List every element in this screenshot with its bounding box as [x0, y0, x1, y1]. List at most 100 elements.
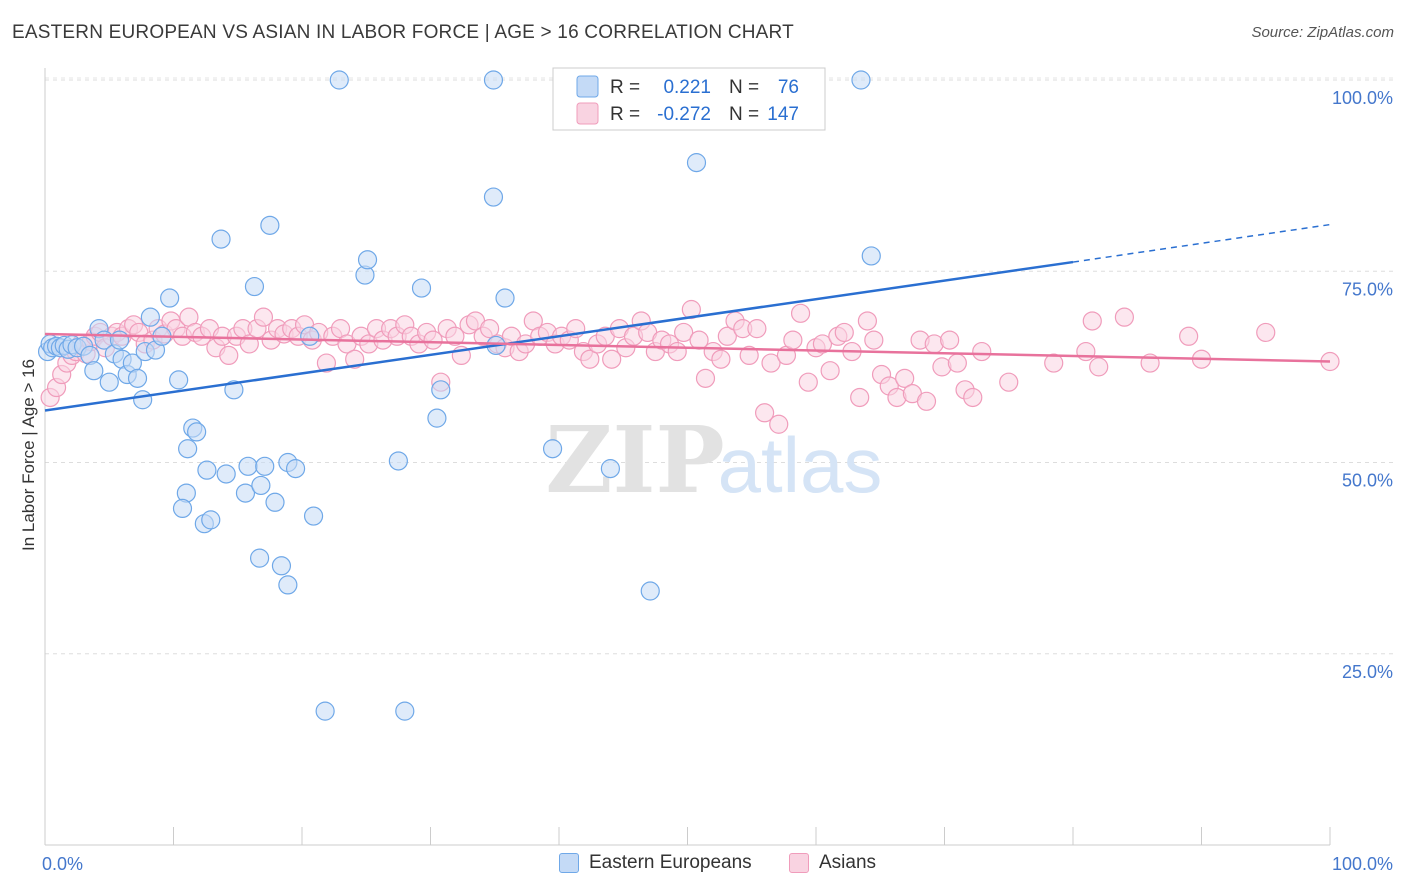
eastern-europeans-point-48 — [278, 575, 298, 595]
asians-point-82 — [580, 349, 600, 369]
x-tick-label-1: 100.0% — [1332, 854, 1393, 874]
asians-point-110 — [783, 330, 803, 350]
eastern-europeans-point-36 — [211, 229, 231, 249]
chart-title: EASTERN EUROPEAN VS ASIAN IN LABOR FORCE… — [12, 22, 794, 43]
watermark-atlas: atlas — [718, 421, 883, 509]
eastern-europeans-point-71 — [861, 246, 881, 266]
asians-point-108 — [769, 414, 789, 434]
trend-lines — [44, 223, 1331, 412]
asians-point-85 — [602, 349, 622, 369]
legend-r-label-1: R = — [610, 77, 640, 98]
eastern-europeans-point-56 — [357, 250, 378, 270]
eastern-europeans-point-66 — [542, 439, 563, 459]
eastern-europeans-point-43 — [251, 475, 271, 496]
eastern-europeans-trend-extension — [1072, 223, 1331, 263]
asians-point-105 — [747, 319, 767, 339]
legend-swatch-eastern-europeans — [559, 853, 579, 873]
y-tick-label-1: 50.0% — [1342, 471, 1393, 491]
eastern-europeans-point-21 — [133, 390, 153, 410]
asians-point-120 — [857, 311, 878, 331]
legend-label-asians: Asians — [819, 852, 877, 873]
watermark-zip: ZIP — [545, 406, 724, 514]
asians-point-143 — [1179, 326, 1199, 346]
eastern-europeans-point-67 — [600, 459, 621, 479]
asians-point-111 — [790, 303, 811, 323]
asians-point-137 — [1044, 353, 1064, 373]
eastern-europeans-point-27 — [169, 370, 189, 390]
eastern-europeans-point-35 — [201, 510, 221, 530]
eastern-europeans-point-11 — [84, 361, 104, 381]
eastern-europeans-point-39 — [235, 483, 256, 503]
eastern-europeans-point-30 — [172, 498, 193, 518]
eastern-europeans-point-51 — [300, 326, 320, 346]
legend-item-asians[interactable]: Asians — [789, 852, 876, 874]
eastern-europeans-point-46 — [265, 492, 285, 512]
asians-point-138 — [1076, 341, 1096, 362]
eastern-europeans-point-53 — [315, 701, 335, 721]
legend-n-value-2: 147 — [767, 104, 799, 125]
legend-label-eastern-europeans: Eastern Europeans — [589, 852, 752, 873]
asians-point-131 — [940, 330, 960, 350]
asians-trend-line — [44, 332, 1331, 363]
eastern-europeans-point-54 — [329, 70, 349, 90]
asians-point-132 — [947, 353, 967, 373]
eastern-europeans-point-62 — [483, 70, 504, 90]
legend-item-eastern-europeans[interactable]: Eastern Europeans — [559, 852, 752, 874]
eastern-europeans-point-63 — [483, 187, 504, 207]
asians-point-94 — [667, 341, 687, 362]
eastern-europeans-point-32 — [187, 422, 207, 442]
eastern-europeans-point-16 — [109, 330, 130, 350]
y-axis-label: In Labor Force | Age > 16 — [19, 359, 38, 551]
asians-point-107 — [761, 353, 781, 373]
correlation-legend: R = 0.221 N = 76 R = -0.272 N = 147 — [552, 67, 826, 131]
eastern-europeans-point-14 — [99, 372, 119, 392]
legend-n-label-1: N = — [729, 77, 759, 98]
asians-point-117 — [834, 322, 854, 343]
axis-layer: 25.0% 50.0% 75.0% 100.0% 0.0% 100.0% — [42, 68, 1393, 874]
legend-n-value-1: 76 — [778, 77, 799, 98]
eastern-europeans-point-44 — [255, 456, 275, 476]
asians-point-121 — [864, 330, 884, 350]
asians-point-100 — [711, 349, 731, 369]
asians-point-45 — [316, 353, 337, 373]
y-tick-label-2: 75.0% — [1342, 279, 1393, 299]
eastern-europeans-point-38 — [224, 380, 244, 400]
asians-point-134 — [963, 387, 983, 408]
eastern-europeans-point-59 — [411, 278, 432, 298]
asians-point-119 — [850, 387, 870, 408]
asians-point-135 — [972, 341, 992, 362]
eastern-europeans-point-40 — [238, 456, 258, 476]
asians-point-125 — [895, 368, 915, 388]
asians-point-114 — [812, 334, 833, 354]
asians-point-145 — [1256, 322, 1276, 343]
eastern-europeans-point-42 — [249, 548, 270, 568]
eastern-europeans-point-23 — [140, 307, 160, 327]
source-label: Source: ZipAtlas.com — [1251, 24, 1394, 41]
asians-point-115 — [820, 361, 840, 381]
asians-point-139 — [1082, 311, 1102, 331]
asians-point-98 — [695, 368, 716, 388]
legend-r-label-2: R = — [610, 104, 640, 125]
eastern-europeans-points — [37, 70, 881, 721]
eastern-europeans-point-57 — [388, 451, 408, 471]
asians-point-60 — [423, 330, 443, 350]
eastern-europeans-point-37 — [216, 464, 236, 484]
asians-point-106 — [754, 403, 775, 423]
y-tick-label-0: 25.0% — [1342, 662, 1393, 682]
legend-r-value-2: -0.272 — [657, 104, 711, 125]
asians-point-49 — [345, 349, 365, 369]
asians-point-36 — [253, 307, 274, 327]
eastern-europeans-point-45 — [260, 215, 280, 235]
eastern-europeans-point-52 — [303, 506, 324, 526]
eastern-europeans-point-58 — [395, 701, 415, 721]
asians-point-140 — [1089, 357, 1109, 377]
eastern-europeans-point-26 — [160, 288, 180, 308]
asians-point-101 — [717, 326, 737, 346]
asians-point-68 — [480, 319, 500, 339]
x-tick-label-0: 0.0% — [42, 854, 83, 874]
asians-point-63 — [445, 326, 465, 346]
eastern-europeans-point-41 — [244, 276, 265, 297]
eastern-europeans-point-60 — [427, 408, 447, 428]
eastern-europeans-point-20 — [127, 368, 148, 388]
eastern-europeans-point-47 — [271, 556, 292, 576]
